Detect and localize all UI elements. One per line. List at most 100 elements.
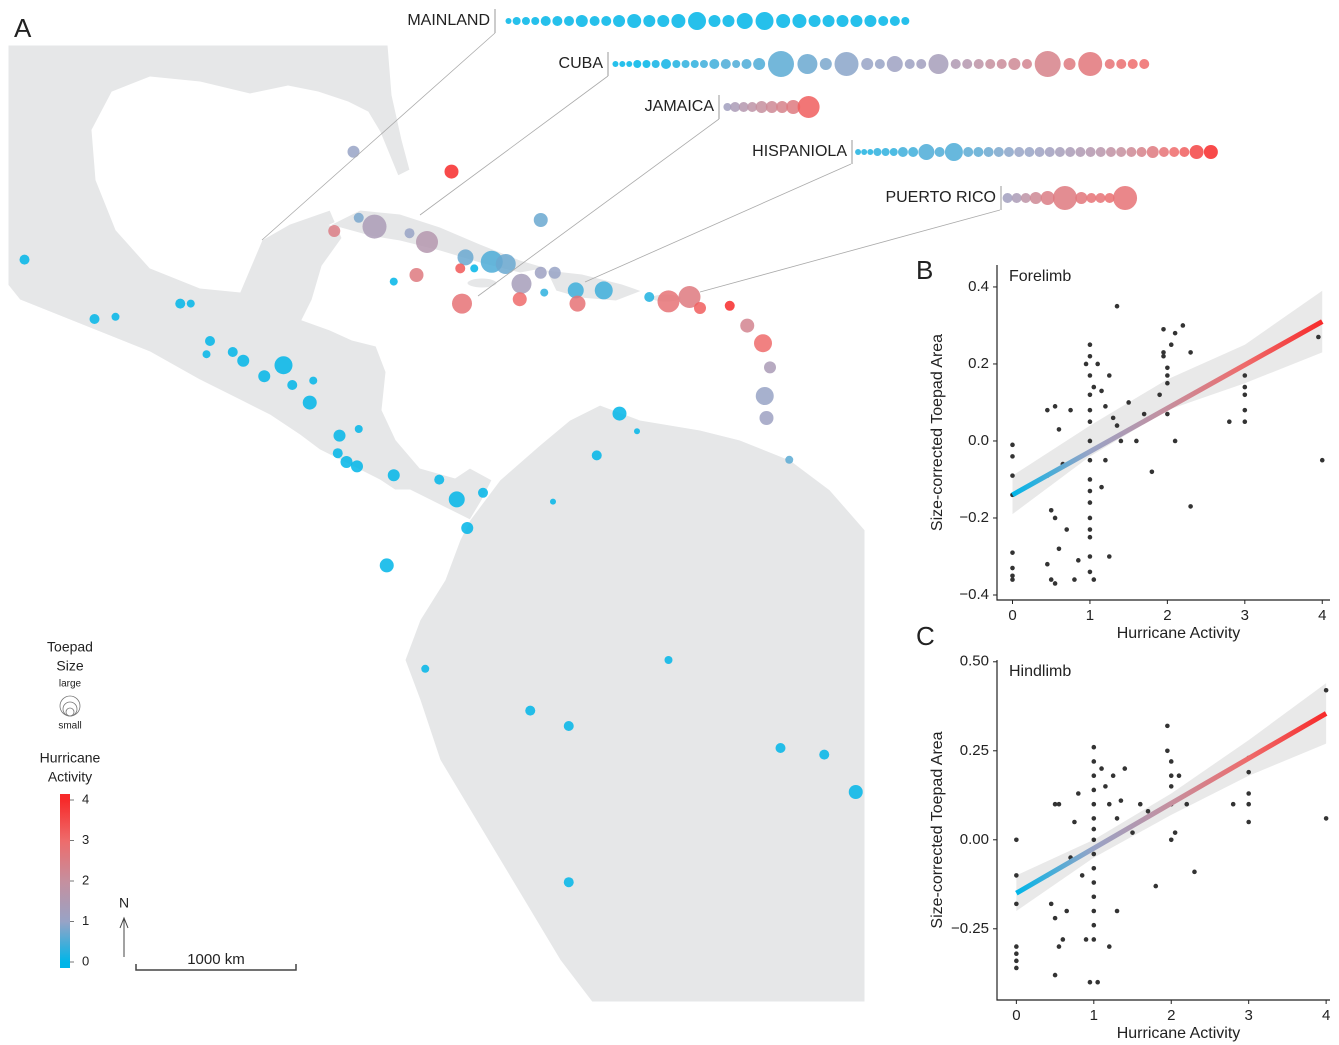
colorbar-title: Activity [48, 769, 92, 785]
colorbar-tick-label: 2 [82, 872, 89, 887]
map-point [512, 292, 527, 307]
data-point [1165, 380, 1170, 386]
data-point [1106, 373, 1112, 378]
data-point [1087, 407, 1093, 413]
data-point [1076, 791, 1081, 796]
size-legend-small: small [58, 721, 81, 732]
map-point [354, 425, 363, 433]
colorbar-tick-label: 4 [82, 791, 89, 806]
map-point [332, 448, 343, 459]
map-point [457, 249, 474, 266]
size-legend-circle [59, 695, 81, 717]
size-legend-title: Toepad [47, 639, 93, 655]
map-point [347, 145, 360, 158]
strip-point [963, 147, 974, 157]
scatter-panel: C Hindlimb 0 1 2 3 4 −0.25 0.00 0.25 0.50 Hurricane… [916, 621, 1330, 1042]
data-point [1095, 979, 1100, 985]
data-point [1091, 837, 1097, 843]
x-tick-label: 3 [1245, 1007, 1253, 1024]
data-point [1103, 784, 1108, 789]
data-point [1087, 353, 1093, 359]
data-point [1242, 407, 1248, 413]
strip-point [613, 15, 626, 27]
data-point [1076, 558, 1081, 563]
strip-point [672, 60, 681, 68]
data-point [1091, 759, 1097, 764]
map-point [340, 456, 353, 468]
data-point [1316, 334, 1321, 340]
map-point [452, 293, 472, 314]
strip-point [681, 60, 690, 68]
map-point [550, 498, 556, 505]
strip-point [1104, 193, 1115, 203]
map-point [379, 558, 394, 573]
x-tick-label: 4 [1318, 607, 1326, 624]
colorbar-tick-label: 3 [82, 832, 89, 847]
map-point [740, 318, 755, 333]
strip-point [1158, 147, 1169, 157]
strip-point [626, 61, 633, 67]
strip-point [1146, 146, 1159, 158]
strip-point [505, 18, 512, 24]
y-tick-label: −0.2 [959, 509, 989, 526]
data-point [1045, 407, 1050, 413]
data-point [1056, 801, 1062, 807]
x-tick-label: 4 [1322, 1007, 1330, 1024]
y-tick-label: 0.50 [960, 653, 989, 670]
map-point [202, 350, 211, 359]
strip-point [512, 17, 521, 25]
size-legend-circle [65, 707, 75, 717]
data-point [1103, 457, 1108, 463]
map-point [657, 290, 680, 313]
data-point [1087, 392, 1093, 398]
data-point [1091, 908, 1097, 914]
leader-line [699, 209, 1001, 293]
data-point [1052, 515, 1058, 521]
strip-point [612, 61, 619, 67]
strip-point [1044, 147, 1055, 157]
strip-point [688, 12, 707, 30]
scatter-panel: B Forelimb 0 1 2 3 4 −0.4 −0.2 0.0 0.2 0.4 Hurricane… [916, 255, 1330, 642]
data-point [1087, 979, 1093, 985]
confidence-band [1016, 683, 1327, 911]
data-point [1099, 484, 1104, 490]
y-tick-label: 0.25 [960, 742, 989, 759]
data-point [1188, 504, 1193, 509]
data-point [1087, 569, 1093, 575]
data-point [1083, 361, 1089, 367]
data-point [1083, 937, 1089, 942]
strip-point [642, 60, 651, 68]
x-tick-label: 1 [1090, 1007, 1098, 1024]
strip-point [1105, 147, 1116, 157]
strip-point [776, 14, 791, 28]
data-point [1165, 411, 1170, 417]
strip-point [1052, 186, 1077, 210]
data-point [1246, 791, 1251, 796]
strip-point [1116, 147, 1127, 157]
strip-point [901, 17, 910, 25]
data-point [1014, 951, 1019, 957]
data-point [1052, 801, 1058, 807]
map-point [644, 292, 655, 302]
data-point [1095, 361, 1100, 367]
panel-title: Forelimb [1009, 268, 1071, 285]
data-point [1048, 507, 1054, 513]
strip-point [540, 16, 551, 26]
map-point [448, 491, 465, 508]
map-point [309, 376, 318, 385]
strip-point [797, 54, 818, 74]
data-point [1118, 438, 1124, 444]
x-tick-label: 0 [1008, 607, 1016, 624]
strip-point [1002, 193, 1013, 203]
data-point [1014, 873, 1019, 878]
data-point [1141, 411, 1147, 417]
strip-point [836, 15, 849, 27]
strip-point [657, 15, 670, 27]
map-point [678, 286, 701, 308]
map-point [455, 263, 466, 274]
map-point [724, 300, 735, 311]
data-point [1168, 342, 1174, 348]
data-point [1319, 457, 1325, 463]
map-point [351, 460, 363, 473]
